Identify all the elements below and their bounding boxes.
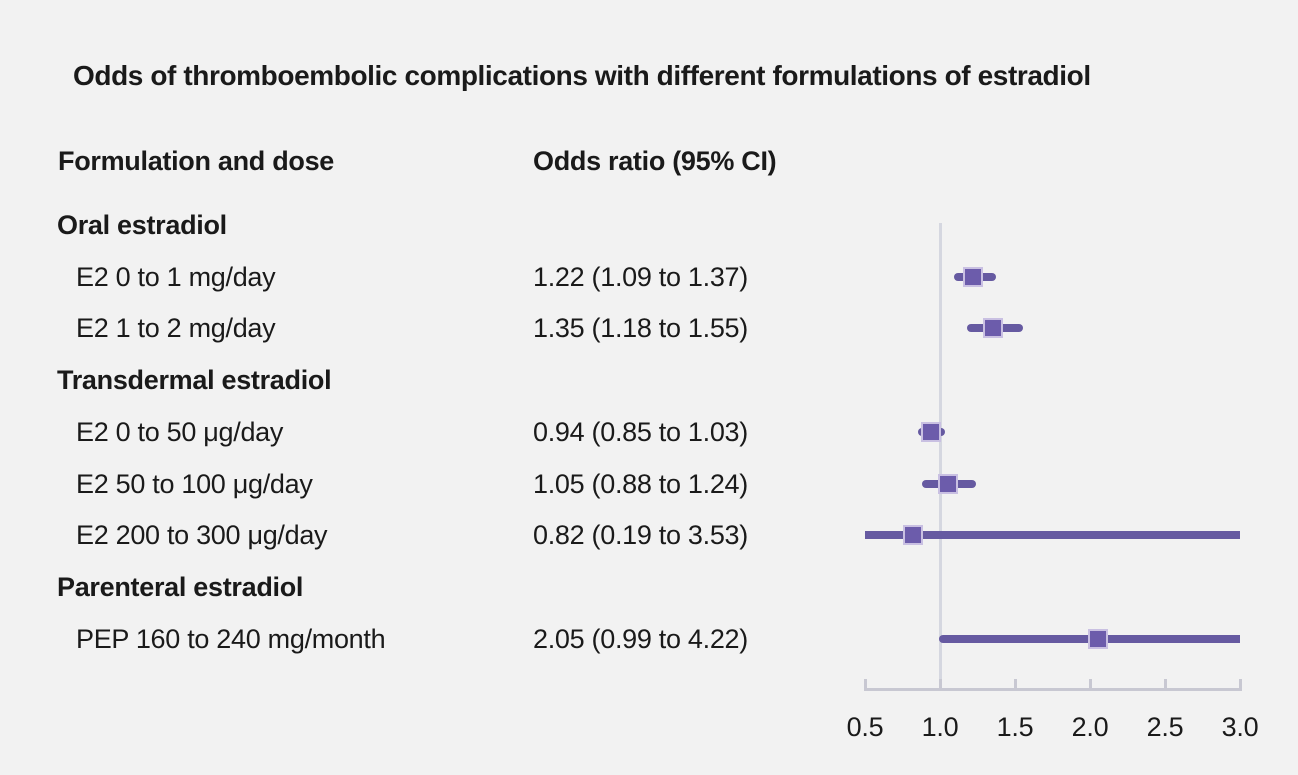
axis-tick-label: 2.0 xyxy=(1071,712,1109,742)
axis-tick xyxy=(1013,679,1017,688)
axis-tick-label: 0.5 xyxy=(846,712,884,742)
group-label: Oral estradiol xyxy=(57,210,227,240)
column-header-formulation-and-dose: Formulation and dose xyxy=(58,146,335,176)
row-odds-ratio-value: 1.35 (1.18 to 1.55) xyxy=(533,313,748,344)
point-estimate-marker xyxy=(937,473,958,494)
ci-line xyxy=(865,531,1240,540)
axis-tick-label: 1.5 xyxy=(996,712,1034,742)
row-label: E2 50 to 100 μg/day xyxy=(76,468,313,499)
axis-tick xyxy=(1163,679,1167,688)
axis-tick-label: 2.5 xyxy=(1146,712,1184,742)
axis-tick xyxy=(1088,679,1092,688)
axis-tick xyxy=(863,679,867,688)
axis-tick-label: 1.0 xyxy=(921,712,959,742)
row-odds-ratio-value: 2.05 (0.99 to 4.22) xyxy=(533,623,748,654)
point-estimate-marker xyxy=(1087,628,1108,649)
row-odds-ratio-value: 0.94 (0.85 to 1.03) xyxy=(533,416,748,447)
axis-tick xyxy=(1238,679,1242,688)
group-label: Parenteral estradiol xyxy=(57,571,304,602)
figure-title: Odds of thromboembolic complications wit… xyxy=(73,60,1091,91)
group-label: Transdermal estradiol xyxy=(57,365,332,396)
point-estimate-marker xyxy=(982,318,1003,339)
axis-tick xyxy=(938,679,942,688)
row-odds-ratio-value: 1.05 (0.88 to 1.24) xyxy=(533,468,748,499)
row-label: PEP 160 to 240 mg/month xyxy=(76,623,386,654)
row-label: E2 1 to 2 mg/day xyxy=(76,313,276,344)
row-odds-ratio-value: 0.82 (0.19 to 3.53) xyxy=(533,520,748,551)
column-header-odds-ratio: Odds ratio (95% CI) xyxy=(533,146,777,176)
row-label: E2 0 to 50 μg/day xyxy=(76,416,284,447)
x-axis-line xyxy=(863,688,1242,691)
row-label: E2 0 to 1 mg/day xyxy=(76,261,276,292)
point-estimate-marker xyxy=(963,266,983,287)
reference-line xyxy=(938,223,942,688)
row-label: E2 200 to 300 μg/day xyxy=(76,520,328,551)
point-estimate-marker xyxy=(921,421,941,442)
row-odds-ratio-value: 1.22 (1.09 to 1.37) xyxy=(533,261,748,292)
axis-tick-label: 3.0 xyxy=(1221,712,1259,742)
point-estimate-marker xyxy=(903,525,923,546)
